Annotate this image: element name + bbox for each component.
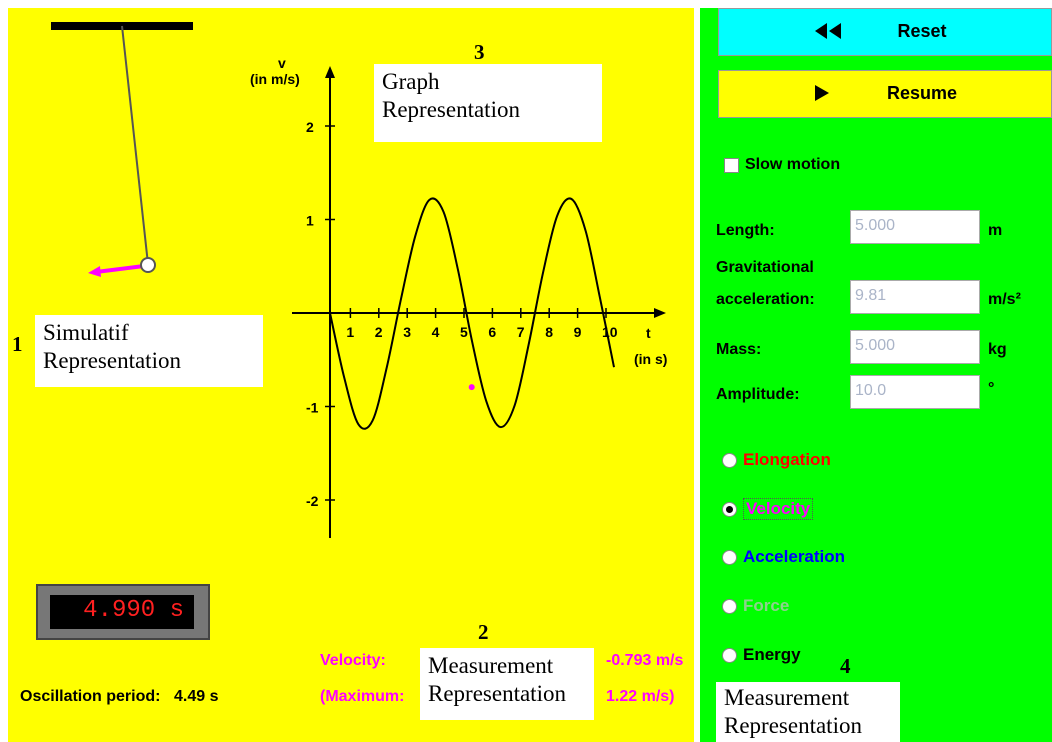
y-tick-label: 1 [306,213,314,229]
radio-dot [722,598,737,614]
length-unit: m [988,222,1003,239]
radio-dot-selected[interactable] [722,501,737,517]
pendulum [51,22,193,277]
radio-label-energy: Energy [743,645,801,664]
resume-button[interactable]: Resume [718,70,1052,118]
x-tick-label: 9 [574,324,582,340]
slow-motion-label: Slow motion [745,156,841,173]
annotation-number-2: 2 [478,620,489,644]
radio-force: Force [722,596,789,616]
annotation-graph-representation: Graph Representation [374,64,602,142]
reset-button[interactable]: Reset [718,8,1052,56]
y-tick-label: -1 [306,400,319,416]
x-tick-label: 7 [517,324,525,340]
oscillation-period-label: Oscillation period: [20,688,161,705]
velocity-label: Velocity: [320,652,386,669]
timer-display: 4.990 s [36,584,210,640]
radio-velocity[interactable]: Velocity [722,498,814,520]
x-tick-label: 6 [488,324,496,340]
velocity-time-graph: v (in m/s) t (in s) 1 2 3 4 5 6 7 8 9 10 2 1 -1 -2 [250,55,667,538]
annotation-line-1: Simulatif [43,320,129,345]
maximum-label: (Maximum: [320,688,405,705]
x-tick-label: 8 [545,324,553,340]
amplitude-label: Amplitude: [716,386,800,403]
play-icon [815,85,831,106]
amplitude-unit: ° [988,380,995,397]
mass-unit: kg [988,341,1007,358]
mass-label: Mass: [716,341,762,358]
annotation-line-1: Measurement [724,685,850,710]
x-tick-label: 5 [460,324,468,340]
x-axis-arrowhead [654,308,666,318]
velocity-value: -0.793 m/s [606,652,684,669]
gravity-label-line-1: Gravitational [716,259,814,276]
annotation-number-1: 1 [12,332,23,356]
radio-dot[interactable] [722,647,737,663]
gravity-label-line-2: acceleration: [716,291,815,308]
length-input[interactable]: 5.000 [850,210,980,244]
timer-readout: 4.990 s [50,595,194,629]
annotation-line-2: Representation [382,97,520,122]
y-axis-arrowhead [325,66,335,78]
radio-acceleration[interactable]: Acceleration [722,547,845,567]
graph-axes [292,66,666,538]
radio-label-acceleration: Acceleration [743,547,846,566]
radio-dot[interactable] [722,549,737,565]
y-axis-label-unit: (in m/s) [250,71,300,87]
radio-label-velocity: Velocity [743,498,814,520]
control-panel: Reset Resume Slow motion Length: 5.000 m… [700,8,1052,742]
velocity-vector-arrowhead [88,266,101,277]
annotation-simulatif-representation: Simulatif Representation [35,315,263,387]
radio-dot[interactable] [722,452,737,468]
simulation-area: 1 Simulatif Representation v (in m/s) t … [8,8,694,742]
y-tick-label: -2 [306,493,319,509]
annotation-line-2: Representation [43,348,181,373]
radio-label-elongation: Elongation [743,450,831,469]
x-tick-label: 3 [403,324,411,340]
pendulum-bob[interactable] [140,257,156,273]
y-tick-label: 2 [306,119,314,135]
annotation-line-1: Graph [382,69,440,94]
annotation-number-4: 4 [840,654,851,678]
current-value-marker [468,384,475,391]
oscillation-period-value: 4.49 s [174,688,219,705]
x-tick-label: 2 [375,324,383,340]
gravity-input[interactable]: 9.81 [850,280,980,314]
resume-label: Resume [887,83,958,103]
panel-divider [694,8,700,742]
x-tick-label: 1 [346,324,354,340]
x-tick-label: 4 [432,324,440,340]
annotation-measurement-representation-panel: Measurement Representation [716,682,900,742]
gravity-unit: m/s² [988,291,1021,308]
maximum-value: 1.22 m/s) [606,688,675,705]
amplitude-input[interactable]: 10.0 [850,375,980,409]
velocity-curve [329,197,615,430]
annotation-number-3: 3 [474,40,485,64]
length-label: Length: [716,222,775,239]
y-axis-label-v: v [278,55,286,71]
x-tick-label: 10 [602,324,618,340]
radio-label-force: Force [743,596,790,615]
checkbox-box[interactable] [724,157,739,173]
reset-label: Reset [897,21,947,41]
rewind-icon [815,23,841,44]
slow-motion-checkbox[interactable]: Slow motion [724,156,840,174]
mass-input[interactable]: 5.000 [850,330,980,364]
x-axis-label-t: t [646,325,651,341]
radio-energy[interactable]: Energy [722,645,801,665]
pendulum-string [121,25,149,265]
radio-elongation[interactable]: Elongation [722,450,831,470]
annotation-line-2: Representation [724,713,862,738]
x-axis-label-unit: (in s) [634,351,667,367]
annotation-line-1: Measurement [428,653,554,678]
annotation-measurement-representation: Measurement Representation [420,648,594,720]
annotation-line-2: Representation [428,681,566,706]
velocity-vector [95,264,145,274]
